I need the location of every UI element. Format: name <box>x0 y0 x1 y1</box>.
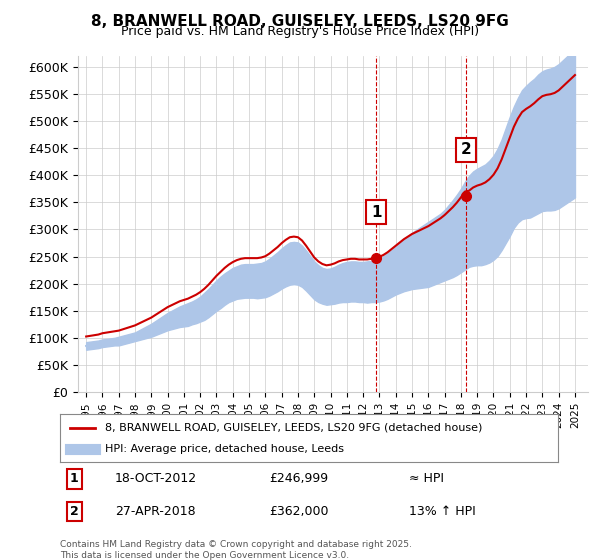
Text: 27-APR-2018: 27-APR-2018 <box>115 505 196 517</box>
Text: 8, BRANWELL ROAD, GUISELEY, LEEDS, LS20 9FG (detached house): 8, BRANWELL ROAD, GUISELEY, LEEDS, LS20 … <box>105 423 482 433</box>
Text: Price paid vs. HM Land Registry's House Price Index (HPI): Price paid vs. HM Land Registry's House … <box>121 25 479 38</box>
Text: 13% ↑ HPI: 13% ↑ HPI <box>409 505 475 517</box>
Text: £246,999: £246,999 <box>269 473 328 486</box>
Text: 2: 2 <box>70 505 79 517</box>
Text: Contains HM Land Registry data © Crown copyright and database right 2025.
This d: Contains HM Land Registry data © Crown c… <box>60 540 412 560</box>
Text: HPI: Average price, detached house, Leeds: HPI: Average price, detached house, Leed… <box>105 444 344 454</box>
Text: 18-OCT-2012: 18-OCT-2012 <box>115 473 197 486</box>
Text: 1: 1 <box>371 204 382 220</box>
Text: 2: 2 <box>461 142 472 157</box>
Text: ≈ HPI: ≈ HPI <box>409 473 443 486</box>
Text: £362,000: £362,000 <box>269 505 329 517</box>
Text: 1: 1 <box>70 473 79 486</box>
Text: 8, BRANWELL ROAD, GUISELEY, LEEDS, LS20 9FG: 8, BRANWELL ROAD, GUISELEY, LEEDS, LS20 … <box>91 14 509 29</box>
